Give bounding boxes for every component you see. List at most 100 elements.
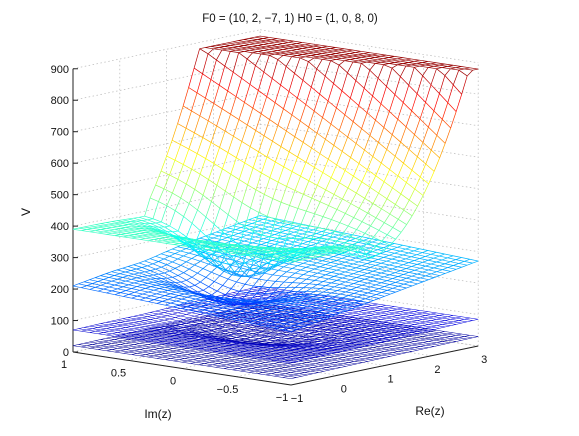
mesh-edge (363, 310, 373, 312)
mesh-edge (230, 319, 239, 322)
mesh-edge (181, 298, 191, 302)
mesh-edge (394, 260, 401, 264)
mesh-edge (279, 351, 286, 354)
mesh-edge (258, 335, 265, 340)
mesh-edge (419, 310, 428, 312)
mesh-edge (347, 273, 354, 277)
mesh-edge (244, 259, 251, 264)
mesh-edge (444, 320, 454, 323)
mesh-edge (296, 327, 303, 330)
mesh-edge (450, 317, 456, 320)
mesh-edge (188, 302, 198, 305)
mesh-edge (245, 350, 254, 353)
mesh-edge (347, 263, 354, 267)
mesh-edge (359, 329, 365, 332)
mesh-edge (106, 350, 115, 353)
mesh-edge (301, 317, 311, 320)
mesh-edge (270, 340, 276, 343)
mesh-edge (342, 342, 352, 344)
mesh-edge (123, 345, 129, 348)
mesh-edge (155, 333, 165, 335)
mesh-edge (219, 332, 229, 336)
mesh-edge (409, 347, 415, 350)
mesh-edge (189, 336, 195, 339)
mesh-edge (233, 312, 242, 315)
mesh-edge (312, 294, 318, 298)
mesh-edge (303, 271, 310, 275)
mesh-edge (318, 345, 327, 347)
mesh-edge (378, 295, 385, 299)
mesh-edge (111, 348, 118, 350)
mesh-edge (232, 368, 238, 371)
mesh-edge (425, 328, 435, 330)
mesh-edge (263, 287, 269, 290)
mesh-edge (320, 274, 326, 278)
mesh-edge (186, 348, 196, 350)
mesh-edge (326, 303, 335, 306)
mesh-edge (381, 280, 388, 284)
mesh-edge (345, 343, 352, 346)
mesh-edge (301, 374, 308, 377)
mesh-edge (183, 327, 193, 331)
mesh-edge (322, 332, 329, 334)
mesh-edge (325, 347, 332, 349)
mesh-edge (206, 342, 213, 345)
mesh-edge (112, 333, 121, 336)
mesh-edge (139, 343, 148, 345)
mesh-edge (155, 253, 162, 257)
mesh-edge (287, 306, 294, 309)
mesh-edge (379, 341, 385, 343)
mesh-edge (133, 331, 142, 334)
mesh-edge (103, 277, 110, 280)
mesh-edge (319, 312, 326, 315)
mesh-edge (298, 346, 308, 349)
mesh-edge (249, 372, 258, 374)
mesh-edge (178, 353, 188, 355)
mesh-edge (441, 316, 448, 319)
mesh-edge (181, 344, 188, 347)
mesh-edge (279, 347, 288, 349)
mesh-edge (191, 272, 198, 278)
mesh-edge (226, 347, 233, 350)
mesh-edge (295, 294, 302, 298)
mesh-edge (267, 336, 274, 341)
mesh-edge (450, 341, 457, 344)
mesh-edge (170, 342, 180, 345)
mesh-edge (131, 332, 140, 335)
mesh-edge (238, 221, 244, 225)
mesh-edge (278, 281, 285, 288)
mesh-edge (272, 330, 279, 333)
mesh-edge (237, 351, 244, 354)
mesh-edge (362, 349, 371, 352)
mesh-edge (306, 305, 316, 309)
mesh-edge (281, 345, 291, 347)
mesh-edge (282, 364, 291, 367)
mesh-edge (362, 345, 369, 348)
mesh-edge (447, 321, 454, 324)
mesh-edge (271, 228, 278, 232)
mesh-edge (349, 238, 356, 241)
mesh-edge (153, 299, 163, 302)
mesh-edge (364, 352, 374, 355)
mesh-edge (274, 375, 283, 378)
mesh-edge (239, 284, 246, 292)
mesh-edge (372, 310, 378, 312)
mesh-edge (178, 288, 188, 292)
mesh-edge (205, 328, 215, 330)
mesh-edge (327, 318, 334, 321)
mesh-edge (392, 351, 399, 353)
mesh-edge (321, 351, 327, 354)
mesh-edge (172, 321, 182, 325)
mesh-edge (169, 310, 178, 314)
mesh-edge (232, 233, 239, 236)
mesh-edge (198, 364, 208, 367)
mesh-edge (306, 327, 312, 331)
mesh-edge (417, 281, 424, 285)
mesh-edge (167, 355, 177, 358)
mesh-edge (150, 326, 156, 329)
mesh-edge (255, 328, 262, 331)
mesh-edge (248, 350, 258, 352)
mesh-edge (238, 296, 244, 299)
mesh-edge (220, 340, 229, 342)
x-axis-line (290, 345, 479, 386)
